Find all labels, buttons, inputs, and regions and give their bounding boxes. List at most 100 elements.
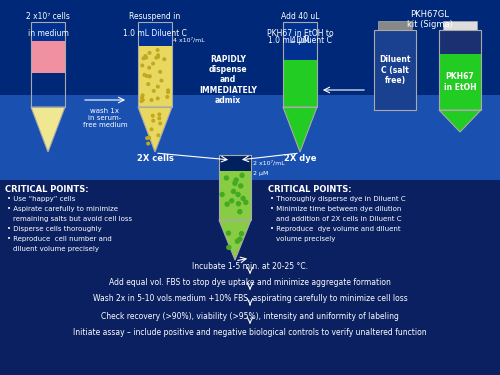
- Circle shape: [156, 49, 159, 51]
- Polygon shape: [283, 107, 317, 152]
- Text: Wash 2x in 5-10 vols.medium +10% FBS, aspirating carefully to minimize cell loss: Wash 2x in 5-10 vols.medium +10% FBS, as…: [92, 294, 407, 303]
- Bar: [374, 30, 416, 110]
- Text: 1.0 mL Diluent C: 1.0 mL Diluent C: [268, 36, 332, 45]
- Text: 2X dye: 2X dye: [284, 154, 316, 163]
- Circle shape: [160, 79, 163, 82]
- Circle shape: [156, 97, 159, 100]
- Circle shape: [166, 91, 170, 93]
- Text: Incubate 1-5 min. at 20-25 °C.: Incubate 1-5 min. at 20-25 °C.: [192, 262, 308, 271]
- Bar: [283, 22, 317, 60]
- Text: Initiate assay – include positive and negative biological controls to verify una: Initiate assay – include positive and ne…: [73, 328, 427, 337]
- Bar: [439, 54, 481, 110]
- Circle shape: [233, 181, 237, 185]
- Bar: [219, 155, 251, 220]
- Circle shape: [227, 245, 231, 249]
- Bar: [138, 22, 172, 107]
- Bar: [138, 22, 172, 46]
- Circle shape: [152, 119, 154, 122]
- Circle shape: [150, 99, 153, 101]
- Text: 1.0 mL Diluent C: 1.0 mL Diluent C: [123, 29, 187, 38]
- Text: Add 40 uL: Add 40 uL: [281, 12, 320, 21]
- Circle shape: [140, 96, 143, 99]
- Bar: [439, 30, 481, 110]
- Circle shape: [142, 57, 145, 60]
- Circle shape: [156, 56, 160, 58]
- Circle shape: [158, 113, 160, 116]
- Circle shape: [152, 90, 155, 92]
- Circle shape: [230, 199, 234, 203]
- Circle shape: [226, 231, 230, 235]
- Text: • Disperse cells thoroughly: • Disperse cells thoroughly: [7, 226, 102, 232]
- Circle shape: [239, 184, 243, 188]
- Circle shape: [159, 122, 162, 125]
- Circle shape: [157, 134, 160, 136]
- Circle shape: [236, 239, 240, 243]
- Circle shape: [236, 192, 240, 196]
- Text: 4 x10⁷/mL: 4 x10⁷/mL: [173, 37, 205, 43]
- Bar: [31, 41, 65, 73]
- Circle shape: [236, 202, 240, 206]
- Text: RAPIDLY
dispense
and
IMMEDIATELY
admix: RAPIDLY dispense and IMMEDIATELY admix: [199, 55, 257, 105]
- Circle shape: [220, 192, 224, 196]
- Polygon shape: [31, 107, 65, 152]
- Text: 2 x10⁷/mL: 2 x10⁷/mL: [253, 160, 285, 166]
- Text: • Thoroughly disperse dye in Diluent C: • Thoroughly disperse dye in Diluent C: [270, 196, 406, 202]
- Circle shape: [238, 237, 242, 241]
- Circle shape: [240, 232, 244, 236]
- Circle shape: [148, 66, 150, 69]
- Polygon shape: [219, 220, 251, 260]
- Circle shape: [146, 137, 148, 140]
- Bar: [219, 171, 251, 220]
- Circle shape: [225, 202, 229, 206]
- Text: CRITICAL POINTS:: CRITICAL POINTS:: [268, 185, 351, 194]
- Circle shape: [157, 54, 160, 57]
- Text: Add equal vol. FBS to stop dye uptake and minimize aggregate formation: Add equal vol. FBS to stop dye uptake an…: [109, 278, 391, 287]
- Text: wash 1x
in serum-
free medium: wash 1x in serum- free medium: [82, 108, 128, 128]
- Circle shape: [148, 75, 151, 78]
- Circle shape: [167, 89, 170, 92]
- Circle shape: [234, 178, 238, 182]
- Circle shape: [152, 114, 154, 117]
- Text: PKH67
in EtOH: PKH67 in EtOH: [444, 72, 476, 92]
- Circle shape: [238, 210, 242, 214]
- Circle shape: [240, 173, 244, 177]
- Text: volume precisely: volume precisely: [276, 236, 336, 242]
- Text: Diluent
C (salt
free): Diluent C (salt free): [380, 55, 411, 85]
- Bar: [0, 180, 500, 375]
- Text: 2X cells: 2X cells: [136, 154, 173, 163]
- Circle shape: [150, 128, 153, 130]
- Polygon shape: [439, 110, 481, 132]
- Text: • Reproduce  cell number and: • Reproduce cell number and: [7, 236, 112, 242]
- Bar: [439, 30, 481, 54]
- Circle shape: [156, 86, 159, 88]
- Circle shape: [143, 74, 146, 76]
- Circle shape: [148, 52, 151, 54]
- Circle shape: [148, 75, 151, 78]
- Circle shape: [244, 200, 248, 204]
- Text: Check recovery (>90%), viability (>95%), intensity and uniformity of labeling: Check recovery (>90%), viability (>95%),…: [101, 312, 399, 321]
- Circle shape: [147, 83, 150, 86]
- Text: Resuspend in: Resuspend in: [130, 12, 180, 21]
- Circle shape: [140, 100, 143, 102]
- Bar: [31, 22, 65, 54]
- Bar: [283, 22, 317, 107]
- Bar: [31, 22, 65, 107]
- Circle shape: [146, 75, 148, 77]
- Polygon shape: [138, 107, 172, 152]
- Circle shape: [159, 70, 162, 73]
- Circle shape: [144, 55, 146, 57]
- Circle shape: [155, 56, 158, 59]
- Circle shape: [148, 136, 150, 139]
- Circle shape: [145, 56, 148, 59]
- Circle shape: [142, 99, 144, 101]
- Text: and addition of 2X cells in Diluent C: and addition of 2X cells in Diluent C: [276, 216, 402, 222]
- Text: 4 μM: 4 μM: [290, 36, 310, 45]
- Circle shape: [152, 62, 154, 65]
- Bar: [138, 46, 172, 107]
- Bar: [443, 21, 477, 31]
- Text: 2 μM: 2 μM: [253, 171, 268, 176]
- Circle shape: [224, 176, 228, 180]
- Circle shape: [158, 117, 160, 120]
- Circle shape: [141, 64, 144, 67]
- Text: PKH67GL
kit (Sigma): PKH67GL kit (Sigma): [407, 10, 453, 29]
